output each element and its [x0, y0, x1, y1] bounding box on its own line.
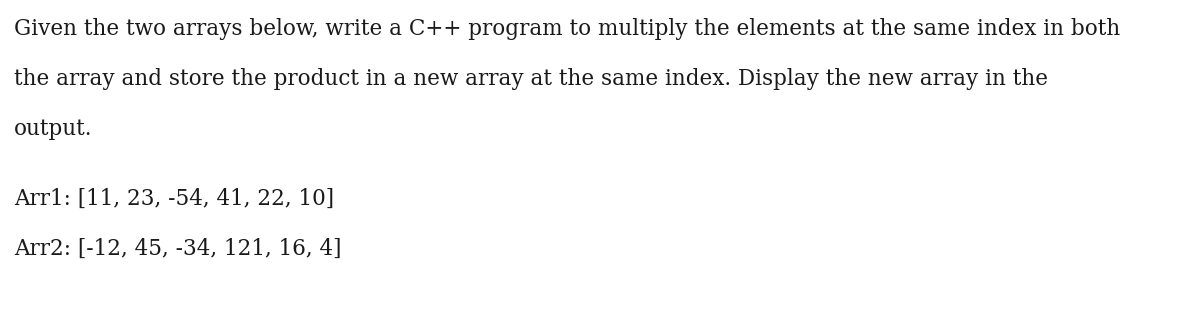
Text: the array and store the product in a new array at the same index. Display the ne: the array and store the product in a new… [14, 68, 1048, 90]
Text: Given the two arrays below, write a C++ program to multiply the elements at the : Given the two arrays below, write a C++ … [14, 18, 1121, 40]
Text: Arr2: [-12, 45, -34, 121, 16, 4]: Arr2: [-12, 45, -34, 121, 16, 4] [14, 238, 342, 260]
Text: Arr1: [11, 23, -54, 41, 22, 10]: Arr1: [11, 23, -54, 41, 22, 10] [14, 188, 334, 210]
Text: output.: output. [14, 118, 92, 140]
